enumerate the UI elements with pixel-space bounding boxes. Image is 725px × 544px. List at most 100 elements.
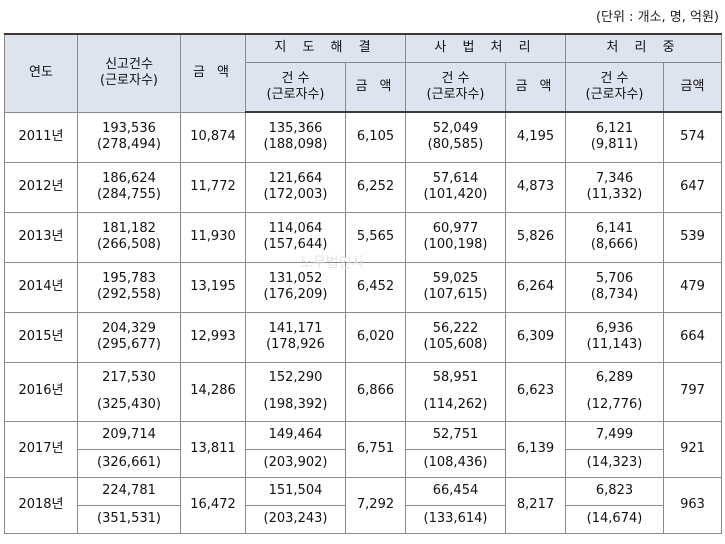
year-cell: 2017년 — [4, 420, 78, 478]
processing-count-cell: 5,706 (8,734) — [565, 261, 664, 313]
judicial-count-cell: 59,025 (107,615) — [405, 261, 506, 313]
amount-cell: 16,472 — [180, 476, 246, 534]
header-year: 연도 — [4, 33, 78, 113]
table-row: 2018년 224,781 16,472 151,504 7,292 66,45… — [4, 476, 722, 534]
guidance-count-cell: 152,290 (198,392) — [245, 361, 346, 422]
judicial-count-cell: 66,454 — [405, 476, 506, 506]
judicial-count-cell: 58,951 (114,262) — [405, 361, 506, 422]
judicial-workers-cell: (108,436) — [405, 448, 506, 478]
table-subrow: (326,661) (203,902) (108,436) (14,323) — [5, 448, 722, 478]
report-workers-cell: (351,531) — [77, 504, 181, 534]
year-cell: 2016년 — [4, 361, 78, 422]
table-subrow: (351,531) (203,243) (133,614) (14,674) — [5, 504, 722, 534]
wage-arrears-table: 연도 신고건수 (근로자수) 금 액 지 도 해 결 사 법 처 리 처 리 중 … — [4, 33, 722, 534]
report-count-cell: 186,624 (284,755) — [77, 161, 181, 213]
report-count-cell: 204,329 (295,677) — [77, 311, 181, 363]
guidance-amount-cell: 6,020 — [345, 311, 406, 363]
judicial-amount-cell: 4,873 — [505, 161, 566, 213]
year-cell: 2015년 — [4, 311, 78, 363]
unit-note: (단위 : 개소, 명, 억원) — [595, 10, 719, 25]
processing-count-cell: 6,936 (11,143) — [565, 311, 664, 363]
processing-amount-cell: 921 — [663, 420, 722, 478]
header-guidance-amount: 금 액 — [345, 61, 406, 113]
guidance-amount-cell: 7,292 — [345, 476, 406, 534]
report-count-cell: 193,536 (278,494) — [77, 111, 181, 163]
judicial-workers-cell: (133,614) — [405, 504, 506, 534]
table-row: 2015년 204,329 (295,677) 12,993 141,171 (17… — [4, 311, 722, 363]
judicial-amount-cell: 6,309 — [505, 311, 566, 363]
guidance-amount-cell: 6,105 — [345, 111, 406, 163]
judicial-amount-cell: 6,623 — [505, 361, 566, 422]
table-row: 2017년 209,714 13,811 149,464 6,751 52,75… — [4, 420, 722, 478]
guidance-count-cell: 151,504 — [245, 476, 346, 506]
processing-workers-cell: (14,674) — [565, 504, 664, 534]
processing-count-cell: 6,121 (9,811) — [565, 111, 664, 163]
table-row: 2014년 195,783 (292,558) 13,195 131,052 (17… — [4, 261, 722, 313]
guidance-count-cell: 131,052 (176,209) — [245, 261, 346, 313]
processing-amount-cell: 797 — [663, 361, 722, 422]
guidance-workers-cell: (203,243) — [245, 504, 346, 534]
year-cell: 2014년 — [4, 261, 78, 313]
processing-amount-cell: 574 — [663, 111, 722, 163]
year-cell: 2011년 — [4, 111, 78, 163]
judicial-count-cell: 56,222 (105,608) — [405, 311, 506, 363]
judicial-amount-cell: 6,264 — [505, 261, 566, 313]
header-report-count: 신고건수 (근로자수) — [77, 33, 181, 113]
judicial-amount-cell: 5,826 — [505, 211, 566, 263]
guidance-amount-cell: 6,452 — [345, 261, 406, 313]
table-row: 2016년 217,530 (325,430) 14,286 152,290 (19… — [4, 361, 722, 422]
report-count-cell: 224,781 — [77, 476, 181, 506]
judicial-amount-cell: 8,217 — [505, 476, 566, 534]
processing-count-cell: 7,499 — [565, 420, 664, 450]
processing-amount-cell: 963 — [663, 476, 722, 534]
report-count-cell: 181,182 (266,508) — [77, 211, 181, 263]
guidance-count-cell: 135,366 (188,098) — [245, 111, 346, 163]
table-row: 2012년 186,624 (284,755) 11,772 121,664 (17… — [4, 161, 722, 213]
header-judicial-amount: 금 액 — [505, 61, 566, 113]
processing-amount-cell: 647 — [663, 161, 722, 213]
header-processing: 처 리 중 — [565, 33, 722, 63]
processing-count-cell: 6,141 (8,666) — [565, 211, 664, 263]
processing-count-cell: 7,346 (11,332) — [565, 161, 664, 213]
guidance-count-cell: 114,064 (157,644) — [245, 211, 346, 263]
processing-amount-cell: 664 — [663, 311, 722, 363]
processing-count-cell: 6,289 (12,776) — [565, 361, 664, 422]
judicial-count-cell: 52,049 (80,585) — [405, 111, 506, 163]
amount-cell: 13,811 — [180, 420, 246, 478]
header-judicial-count: 건 수 (근로자수) — [405, 61, 506, 113]
year-cell: 2012년 — [4, 161, 78, 213]
processing-count-cell: 6,823 — [565, 476, 664, 506]
amount-cell: 13,195 — [180, 261, 246, 313]
amount-cell: 10,874 — [180, 111, 246, 163]
amount-cell: 12,993 — [180, 311, 246, 363]
processing-amount-cell: 539 — [663, 211, 722, 263]
report-count-cell: 195,783 (292,558) — [77, 261, 181, 313]
header-processing-count: 건 수 (근로자수) — [565, 61, 664, 113]
guidance-workers-cell: (203,902) — [245, 448, 346, 478]
guidance-amount-cell: 6,751 — [345, 420, 406, 478]
amount-cell: 14,286 — [180, 361, 246, 422]
guidance-amount-cell: 6,866 — [345, 361, 406, 422]
report-count-cell: 209,714 — [77, 420, 181, 450]
judicial-count-cell: 60,977 (100,198) — [405, 211, 506, 263]
header-judicial: 사 법 처 리 — [405, 33, 566, 63]
guidance-amount-cell: 5,565 — [345, 211, 406, 263]
guidance-count-cell: 141,171 (178,926 — [245, 311, 346, 363]
judicial-count-cell: 57,614 (101,420) — [405, 161, 506, 213]
guidance-amount-cell: 6,252 — [345, 161, 406, 213]
year-cell: 2018년 — [4, 476, 78, 534]
processing-workers-cell: (14,323) — [565, 448, 664, 478]
header-guidance-count: 건 수 (근로자수) — [245, 61, 346, 113]
processing-amount-cell: 479 — [663, 261, 722, 313]
header-processing-amount: 금액 — [663, 61, 722, 113]
header-guidance: 지 도 해 결 — [245, 33, 406, 63]
amount-cell: 11,930 — [180, 211, 246, 263]
amount-cell: 11,772 — [180, 161, 246, 213]
year-cell: 2013년 — [4, 211, 78, 263]
report-workers-cell: (326,661) — [77, 448, 181, 478]
guidance-count-cell: 149,464 — [245, 420, 346, 450]
table-row: 2011년 193,536 (278,494) 10,874 135,366 (18… — [4, 111, 722, 163]
report-count-cell: 217,530 (325,430) — [77, 361, 181, 422]
judicial-amount-cell: 4,195 — [505, 111, 566, 163]
guidance-count-cell: 121,664 (172,003) — [245, 161, 346, 213]
